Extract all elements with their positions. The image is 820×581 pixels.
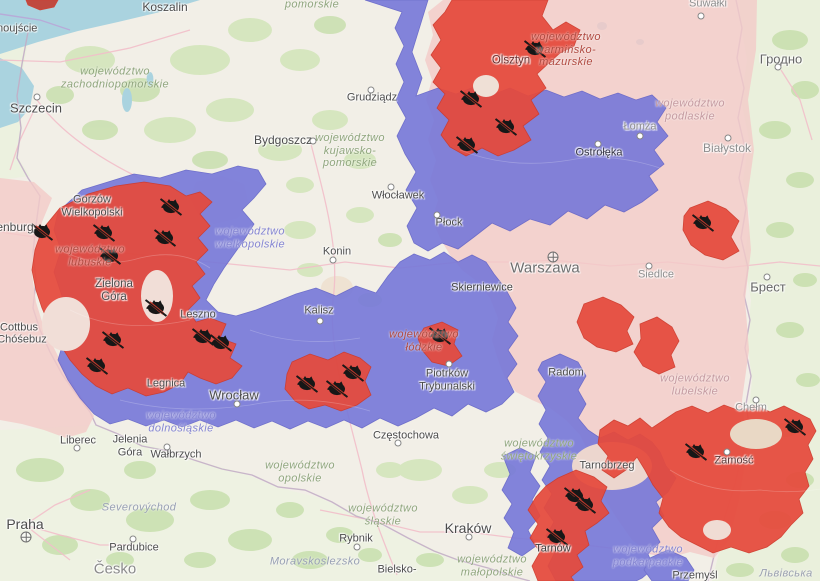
czechia-base — [0, 425, 470, 581]
zone-road-texture — [59, 149, 820, 493]
red-restriction-zones — [25, 0, 817, 581]
